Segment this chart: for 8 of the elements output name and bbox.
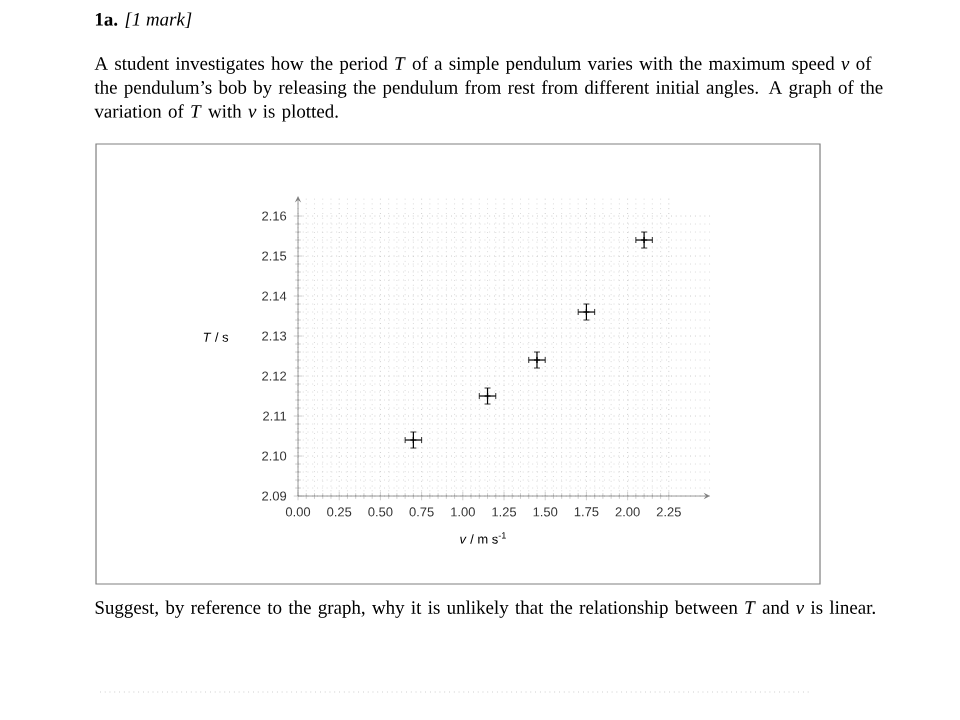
point — [533, 356, 541, 364]
text: A student investigates how the period T of a simple pendulum varies with the maximum speed v of the pendulum’s bob by releasing the pendulum from rest from different initial angles. A graph of the variation of T with v is plotted. — [94, 56, 883, 122]
point — [640, 236, 648, 244]
point — [582, 308, 591, 316]
point — [409, 436, 417, 444]
text: 1a. [1 mark] — [95, 12, 192, 29]
point — [483, 392, 492, 400]
text: Suggest, by reference to the graph, why it is unlikely that the relationship between T and v is linear. — [95, 600, 875, 618]
